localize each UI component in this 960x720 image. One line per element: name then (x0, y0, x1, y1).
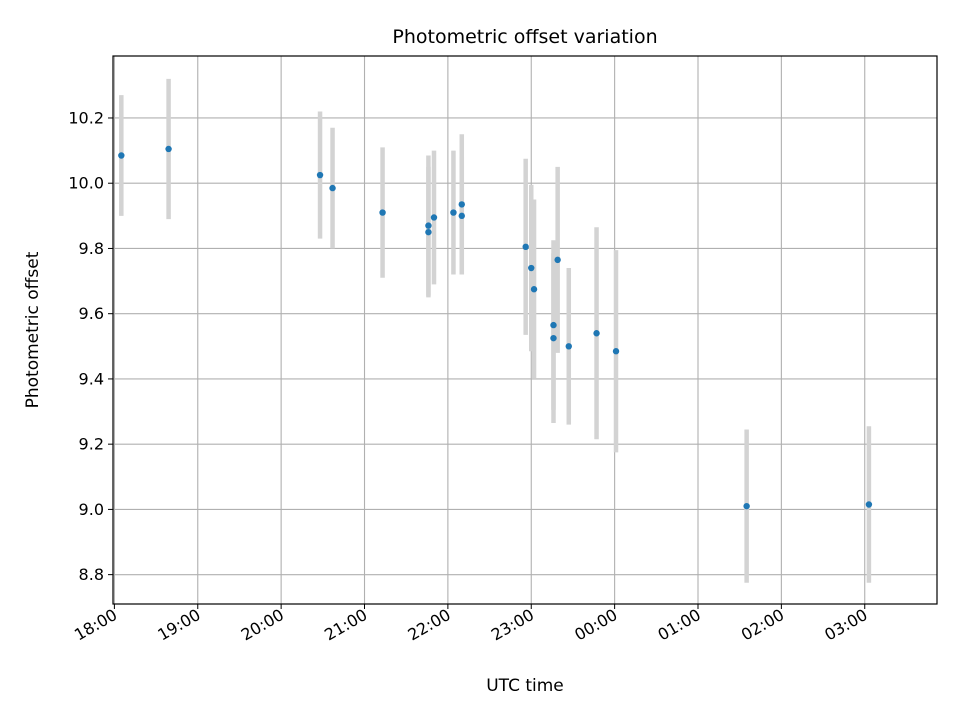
y-tick-label: 10.2 (68, 108, 104, 127)
data-point (565, 343, 572, 350)
data-point (458, 212, 465, 220)
data-point (379, 209, 386, 216)
data-point (118, 152, 125, 159)
data-point (450, 209, 457, 216)
x-axis-label: UTC time (486, 676, 564, 696)
data-point (316, 171, 324, 179)
y-tick-label: 8.8 (79, 565, 104, 584)
y-tick-label: 9.8 (79, 239, 104, 258)
data-point (865, 501, 873, 508)
plot-frame (112, 55, 938, 605)
data-point (528, 264, 535, 272)
data-point (458, 201, 465, 208)
data-point (593, 330, 600, 337)
data-point (554, 256, 561, 264)
data-point (430, 214, 438, 221)
data-point (530, 286, 538, 293)
data-points (118, 145, 873, 510)
y-tick-label: 10.0 (68, 174, 104, 193)
data-point (743, 502, 750, 510)
chart-title: Photometric offset variation (392, 26, 657, 48)
y-tick-label: 9.2 (79, 435, 104, 454)
data-point (165, 145, 172, 153)
data-point (550, 321, 557, 329)
data-point (425, 222, 432, 229)
data-point (550, 334, 557, 342)
data-point (612, 348, 620, 355)
y-tick-label: 9.0 (79, 500, 104, 519)
y-axis-label: Photometric offset (23, 251, 43, 408)
data-point (425, 228, 432, 236)
y-tick-label: 9.4 (79, 369, 104, 388)
data-point (522, 243, 529, 251)
data-point (329, 184, 336, 192)
y-tick-label: 9.6 (79, 304, 104, 323)
y-axis: 8.8 9.0 9.2 9.4 9.6 9.8 10.0 10.2 (68, 108, 113, 584)
